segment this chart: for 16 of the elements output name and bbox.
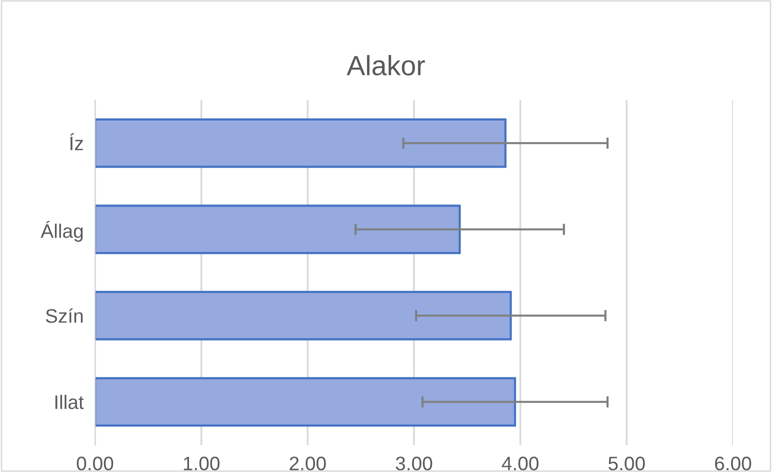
chart-title: Alakor xyxy=(346,55,425,76)
y-tick-label: Illat xyxy=(55,394,84,410)
x-tick-label: 5.00 xyxy=(608,456,645,470)
x-tick-label: 1.00 xyxy=(184,456,220,470)
y-tick-label: Állag xyxy=(40,220,83,242)
x-tick-label: 6.00 xyxy=(715,456,752,470)
bar xyxy=(95,204,461,254)
bar xyxy=(95,290,512,340)
y-tick-label: Íz xyxy=(70,133,83,150)
x-tick-label: 0.00 xyxy=(76,456,114,470)
bar xyxy=(95,377,516,427)
y-tick-label: Szín xyxy=(46,308,83,323)
x-tick-label: 3.00 xyxy=(396,456,432,470)
x-tick-label: 4.00 xyxy=(502,456,538,470)
x-tick-label: 2.00 xyxy=(290,456,326,470)
bar xyxy=(95,118,506,168)
